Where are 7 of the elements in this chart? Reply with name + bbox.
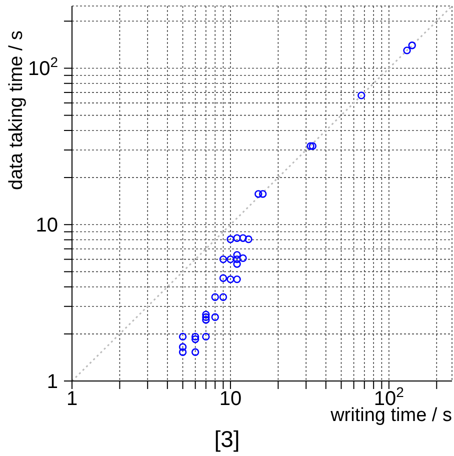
y-tick-label: 10 — [36, 214, 58, 237]
y-tick-label: 10$^{2}$ — [28, 54, 58, 80]
y-tick-label: 1 — [46, 371, 58, 393]
x-tick-label: 10 — [219, 388, 242, 410]
y-axis-title: data taking time / s — [6, 30, 28, 190]
text: [3] — [213, 426, 241, 453]
x-tick-label: 1 — [66, 388, 78, 410]
